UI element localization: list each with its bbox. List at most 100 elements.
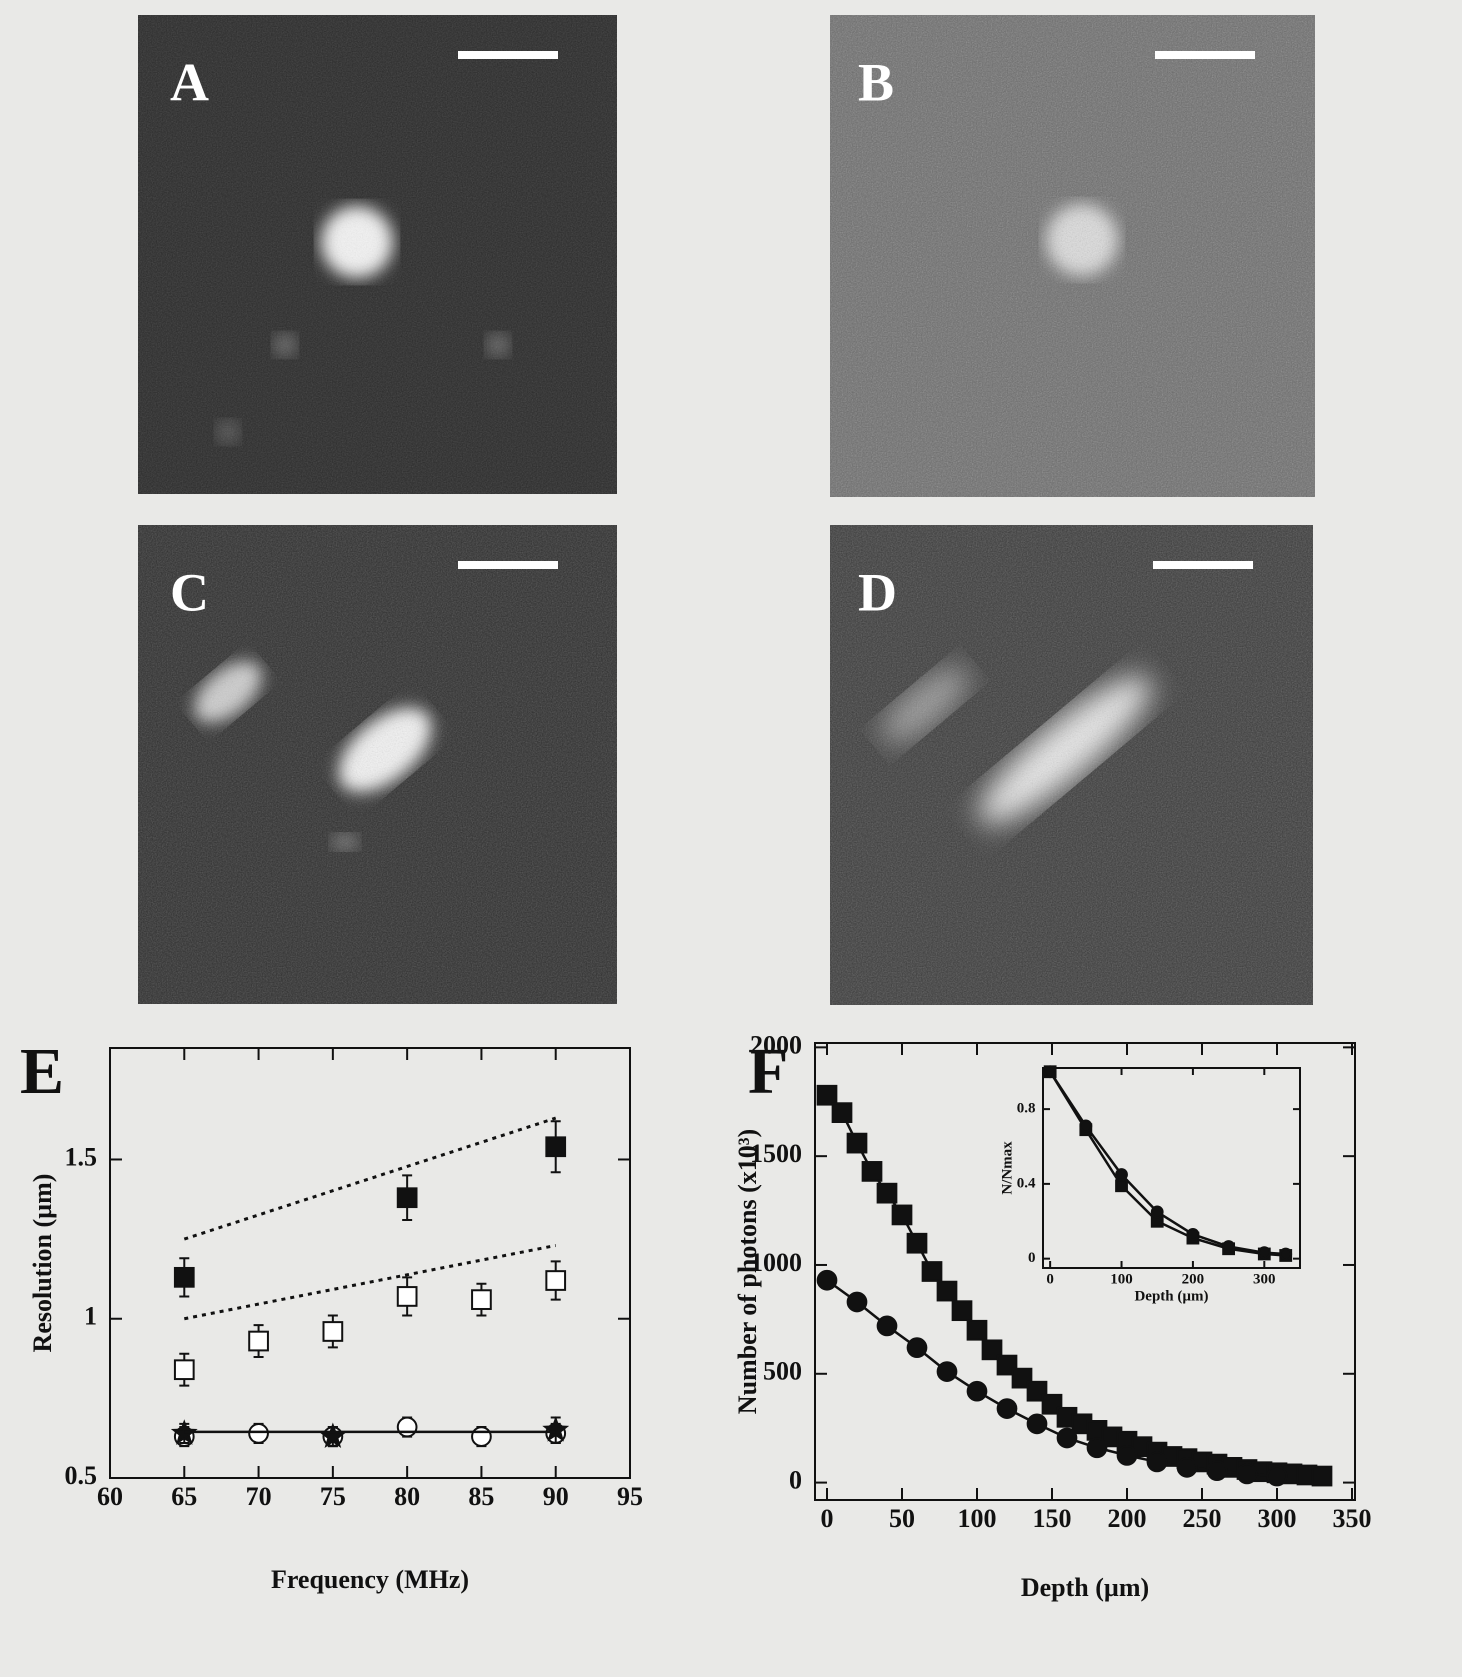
marker (323, 1322, 342, 1341)
x-tick-label: 85 (468, 1482, 494, 1511)
x-tick-label: 300 (1258, 1504, 1297, 1533)
marker (1058, 1429, 1077, 1448)
marker (1208, 1461, 1227, 1480)
marker (833, 1103, 852, 1122)
image-b (830, 15, 1315, 497)
x-tick-label: 75 (320, 1482, 346, 1511)
x-tick-label: 250 (1183, 1504, 1222, 1533)
x-axis-title: Depth (µm) (1021, 1573, 1149, 1602)
marker (1080, 1121, 1091, 1132)
x-tick-label: 0 (821, 1504, 834, 1533)
marker (1118, 1446, 1137, 1465)
x-tick-label: 100 (958, 1504, 997, 1533)
marker (998, 1399, 1017, 1418)
series-line (184, 1245, 555, 1318)
panel-label: B (858, 52, 894, 112)
x-tick-label: 200 (1182, 1271, 1205, 1287)
y-tick-label: 0.8 (1017, 1101, 1036, 1117)
marker (1268, 1467, 1287, 1486)
x-tick-label: 65 (171, 1482, 197, 1511)
y-tick-label: 1 (84, 1302, 97, 1331)
x-tick-label: 50 (889, 1504, 915, 1533)
plot-frame (110, 1048, 630, 1478)
marker (1152, 1207, 1163, 1218)
y-tick-label: 0 (1028, 1250, 1036, 1266)
marker (546, 1271, 565, 1290)
marker (938, 1282, 957, 1301)
marker (923, 1262, 942, 1281)
marker (1148, 1453, 1167, 1472)
x-tick-label: 150 (1033, 1504, 1072, 1533)
marker (878, 1184, 897, 1203)
marker (398, 1287, 417, 1306)
series-line (827, 1280, 1277, 1476)
x-tick-label: 90 (543, 1482, 569, 1511)
marker (1178, 1458, 1197, 1477)
x-tick-label: 70 (246, 1482, 272, 1511)
series-line (184, 1118, 555, 1239)
marker (249, 1424, 268, 1443)
marker (1313, 1467, 1332, 1486)
y-tick-label: 0.4 (1017, 1175, 1036, 1191)
marker (968, 1321, 987, 1340)
x-tick-label: 60 (97, 1482, 123, 1511)
marker (908, 1338, 927, 1357)
marker (398, 1188, 417, 1207)
panel-label: A (170, 52, 209, 112)
marker (938, 1362, 957, 1381)
marker (546, 1137, 565, 1156)
panel-label: E (20, 1035, 64, 1108)
y-axis-title: Number of photons (x10³) (733, 1129, 762, 1414)
marker (1280, 1249, 1291, 1260)
series-line (1050, 1072, 1286, 1256)
x-tick-label: 80 (394, 1482, 420, 1511)
marker (878, 1317, 897, 1336)
x-tick-label: 95 (617, 1482, 643, 1511)
y-axis-title: Resolution (µm) (28, 1174, 57, 1353)
marker (1116, 1169, 1127, 1180)
image-a (138, 15, 617, 494)
marker (893, 1206, 912, 1225)
panel-label: D (858, 562, 897, 622)
image-c (138, 525, 617, 1004)
x-axis-title: Frequency (MHz) (271, 1565, 469, 1594)
x-tick-label: 300 (1253, 1271, 1276, 1287)
marker (398, 1418, 417, 1437)
panel-label: C (170, 562, 209, 622)
marker (1223, 1241, 1234, 1252)
panel-label: F (748, 1035, 788, 1108)
marker (968, 1382, 987, 1401)
marker (1259, 1247, 1270, 1258)
x-tick-label: 0 (1046, 1271, 1054, 1287)
marker (953, 1301, 972, 1320)
x-tick-label: 100 (1110, 1271, 1133, 1287)
marker (1045, 1066, 1056, 1077)
marker (472, 1427, 491, 1446)
marker (175, 1360, 194, 1379)
y-axis-title: N/Nmax (999, 1141, 1015, 1195)
marker (249, 1332, 268, 1351)
marker (848, 1134, 867, 1153)
marker (1028, 1414, 1047, 1433)
marker (863, 1162, 882, 1181)
marker (818, 1271, 837, 1290)
x-tick-label: 200 (1108, 1504, 1147, 1533)
marker (175, 1268, 194, 1287)
y-tick-label: 0 (789, 1466, 802, 1495)
marker (908, 1234, 927, 1253)
marker (1238, 1465, 1257, 1484)
y-tick-label: 1.5 (65, 1142, 98, 1171)
x-axis-title: Depth (µm) (1134, 1288, 1208, 1304)
figure: A B C D 60 65 70 75 80 85 90 95 0.5 1 1.5 Frequency… (0, 0, 1462, 1677)
y-tick-label: 0.5 (65, 1461, 98, 1490)
marker (848, 1293, 867, 1312)
image-d (830, 525, 1313, 1005)
marker (1116, 1180, 1127, 1191)
marker (472, 1290, 491, 1309)
marker (818, 1086, 837, 1105)
marker (1188, 1229, 1199, 1240)
marker (1088, 1438, 1107, 1457)
y-tick-label: 500 (763, 1357, 802, 1386)
plot-frame (1043, 1068, 1300, 1268)
x-tick-label: 350 (1333, 1504, 1372, 1533)
